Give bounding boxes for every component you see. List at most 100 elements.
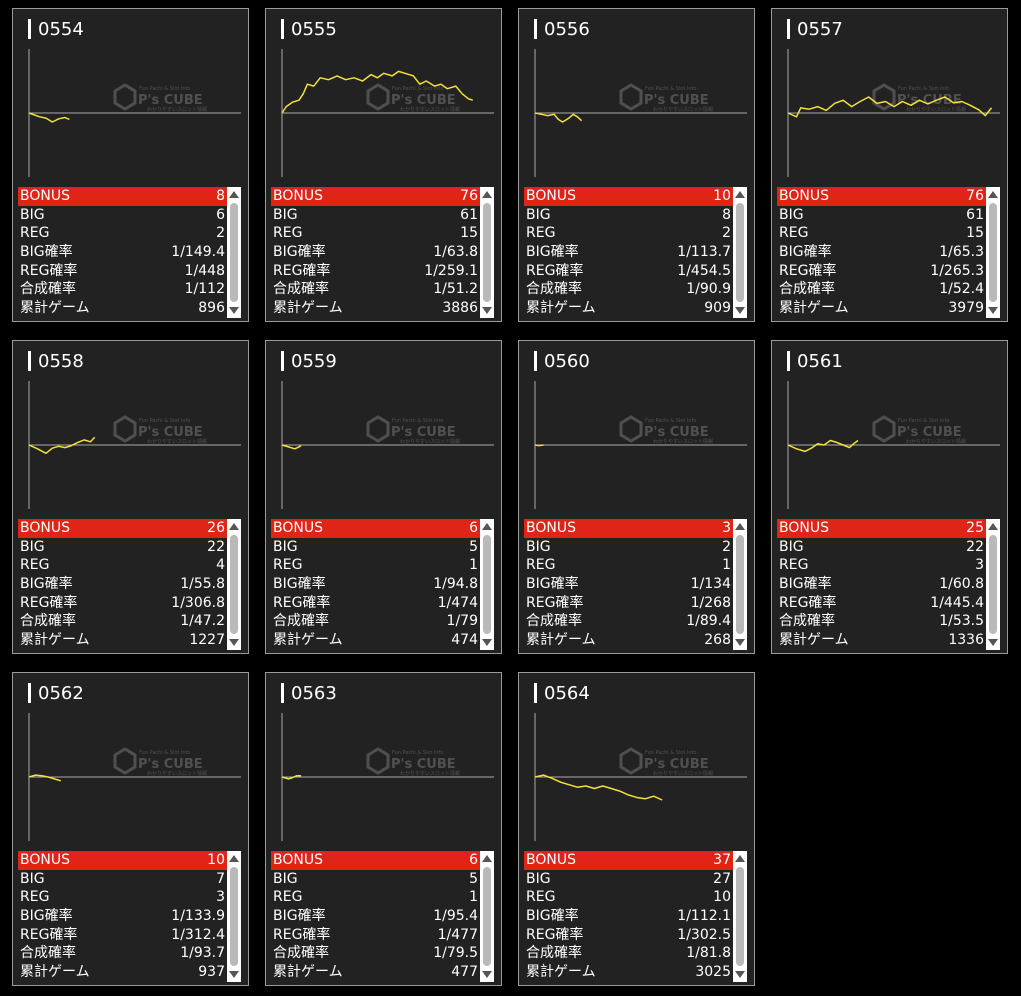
machine-number[interactable]: 0558	[38, 351, 84, 372]
stats-scrollbar[interactable]	[986, 187, 1000, 318]
stats-table: BONUS 10 BIG 8 REG 2 BIG確率 1/113.7 REG確率 1/45…	[524, 187, 733, 318]
machine-card[interactable]: 0557 Fun Pachi & Slot Info P's CUBE わかりや…	[771, 8, 1008, 322]
machine-card[interactable]: 0561 Fun Pachi & Slot Info P's CUBE わかりや…	[771, 340, 1008, 654]
machine-number[interactable]: 0562	[38, 683, 84, 704]
scroll-up-arrow-icon[interactable]	[735, 191, 745, 198]
scroll-thumb[interactable]	[230, 203, 238, 302]
scroll-thumb[interactable]	[483, 535, 491, 634]
scroll-thumb[interactable]	[483, 203, 491, 302]
scroll-thumb[interactable]	[989, 535, 997, 634]
scroll-down-arrow-icon[interactable]	[482, 639, 492, 646]
watermark-brand: P's CUBE	[391, 93, 456, 108]
scroll-up-arrow-icon[interactable]	[988, 191, 998, 198]
machine-number[interactable]: 0554	[38, 19, 84, 40]
machine-card[interactable]: 0554 Fun Pachi & Slot Info P's CUBE わかりや…	[12, 8, 249, 322]
stats-scrollbar[interactable]	[986, 519, 1000, 650]
label-big-rate: BIG確率	[20, 576, 73, 593]
stats-scrollbar[interactable]	[733, 187, 747, 318]
cube-logo-icon	[113, 747, 137, 775]
machine-card[interactable]: 0562 Fun Pachi & Slot Info P's CUBE わかりや…	[12, 672, 249, 986]
scroll-thumb[interactable]	[989, 203, 997, 302]
scroll-up-arrow-icon[interactable]	[229, 191, 239, 198]
label-reg-rate: REG確率	[526, 926, 584, 943]
machine-number[interactable]: 0559	[291, 351, 337, 372]
watermark-top: Fun Pachi & Slot Info	[645, 86, 696, 92]
stats-table: BONUS 6 BIG 5 REG 1 BIG確率 1/94.8 REG確率 1/474 …	[271, 519, 480, 650]
scroll-up-arrow-icon[interactable]	[735, 855, 745, 862]
row-total-rate: 合成確率 1/93.7	[18, 944, 227, 963]
slump-line	[534, 112, 583, 123]
row-big: BIG 7	[18, 870, 227, 889]
machine-card[interactable]: 0555 Fun Pachi & Slot Info P's CUBE わかりや…	[265, 8, 502, 322]
pscube-watermark: Fun Pachi & Slot Info P's CUBE わかりやすいスロッ…	[619, 415, 713, 445]
slump-line	[28, 436, 96, 455]
label-reg: REG	[526, 557, 556, 574]
machine-card[interactable]: 0559 Fun Pachi & Slot Info P's CUBE わかりや…	[265, 340, 502, 654]
scroll-up-arrow-icon[interactable]	[482, 855, 492, 862]
label-reg-rate: REG確率	[273, 594, 331, 611]
row-games: 累計ゲーム 268	[524, 631, 733, 650]
value-big: 22	[966, 538, 984, 555]
value-big-rate: 1/133.9	[171, 908, 225, 925]
row-reg-rate: REG確率 1/445.4	[777, 594, 986, 613]
stats-scrollbar[interactable]	[227, 519, 241, 650]
scroll-down-arrow-icon[interactable]	[229, 307, 239, 314]
scroll-thumb[interactable]	[230, 867, 238, 966]
machine-number[interactable]: 0556	[544, 19, 590, 40]
machine-card[interactable]: 0556 Fun Pachi & Slot Info P's CUBE わかりや…	[518, 8, 755, 322]
machine-number[interactable]: 0557	[797, 19, 843, 40]
machine-card[interactable]: 0564 Fun Pachi & Slot Info P's CUBE わかりや…	[518, 672, 755, 986]
machine-number[interactable]: 0564	[544, 683, 590, 704]
scroll-thumb[interactable]	[736, 535, 744, 634]
machine-card[interactable]: 0560 Fun Pachi & Slot Info P's CUBE わかりや…	[518, 340, 755, 654]
scroll-down-arrow-icon[interactable]	[229, 971, 239, 978]
scroll-thumb[interactable]	[230, 535, 238, 634]
row-bonus: BONUS 8	[18, 187, 227, 206]
scroll-down-arrow-icon[interactable]	[988, 639, 998, 646]
pscube-watermark: Fun Pachi & Slot Info P's CUBE わかりやすいスロッ…	[113, 415, 207, 445]
slump-graph: Fun Pachi & Slot Info P's CUBE わかりやすいスロッ…	[28, 49, 241, 177]
scroll-up-arrow-icon[interactable]	[482, 523, 492, 530]
stats-scrollbar[interactable]	[733, 519, 747, 650]
scroll-down-arrow-icon[interactable]	[735, 639, 745, 646]
scroll-thumb[interactable]	[736, 203, 744, 302]
scroll-down-arrow-icon[interactable]	[482, 971, 492, 978]
machine-number[interactable]: 0555	[291, 19, 337, 40]
row-bonus: BONUS 10	[524, 187, 733, 206]
row-big: BIG 22	[18, 538, 227, 557]
scroll-down-arrow-icon[interactable]	[229, 639, 239, 646]
row-big-rate: BIG確率 1/149.4	[18, 243, 227, 262]
scroll-thumb[interactable]	[483, 867, 491, 966]
label-reg: REG	[20, 557, 50, 574]
stats-table: BONUS 8 BIG 6 REG 2 BIG確率 1/149.4 REG確率 1/448…	[18, 187, 227, 318]
cube-logo-icon	[619, 415, 643, 443]
stats-scrollbar[interactable]	[480, 519, 494, 650]
label-reg-rate: REG確率	[273, 262, 331, 279]
scroll-up-arrow-icon[interactable]	[229, 855, 239, 862]
scroll-up-arrow-icon[interactable]	[229, 523, 239, 530]
stats-scrollbar[interactable]	[480, 851, 494, 982]
scroll-up-arrow-icon[interactable]	[482, 191, 492, 198]
row-reg-rate: REG確率 1/306.8	[18, 594, 227, 613]
machine-card[interactable]: 0558 Fun Pachi & Slot Info P's CUBE わかりや…	[12, 340, 249, 654]
label-games: 累計ゲーム	[20, 964, 90, 981]
scroll-thumb[interactable]	[736, 867, 744, 966]
stats-scrollbar[interactable]	[227, 851, 241, 982]
scroll-down-arrow-icon[interactable]	[735, 307, 745, 314]
value-total-rate: 1/93.7	[180, 945, 225, 962]
machine-number[interactable]: 0561	[797, 351, 843, 372]
stats-scrollbar[interactable]	[733, 851, 747, 982]
label-big: BIG	[20, 206, 45, 223]
scroll-down-arrow-icon[interactable]	[735, 971, 745, 978]
scroll-up-arrow-icon[interactable]	[735, 523, 745, 530]
machine-number[interactable]: 0563	[291, 683, 337, 704]
machine-number[interactable]: 0560	[544, 351, 590, 372]
machine-card[interactable]: 0563 Fun Pachi & Slot Info P's CUBE わかりや…	[265, 672, 502, 986]
scroll-down-arrow-icon[interactable]	[988, 307, 998, 314]
value-big-rate: 1/113.7	[677, 244, 731, 261]
stats-scrollbar[interactable]	[480, 187, 494, 318]
stats-scrollbar[interactable]	[227, 187, 241, 318]
label-games: 累計ゲーム	[779, 300, 849, 317]
scroll-up-arrow-icon[interactable]	[988, 523, 998, 530]
scroll-down-arrow-icon[interactable]	[482, 307, 492, 314]
